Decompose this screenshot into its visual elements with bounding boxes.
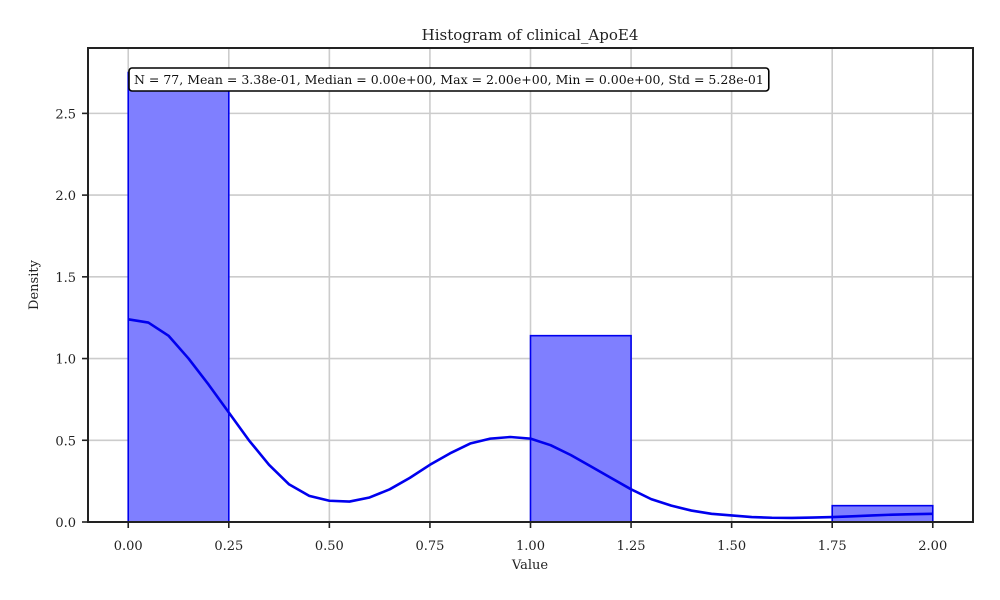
- histogram-bar-0: [127, 71, 230, 523]
- stats-text: N = 77, Mean = 3.38e-01, Median = 0.00e+…: [134, 72, 764, 87]
- x-tick-label-5: 1.25: [617, 539, 646, 554]
- y-axis-label: Density: [27, 259, 42, 310]
- x-tick-label-7: 1.75: [818, 539, 847, 554]
- y-tick-label-5: 2.5: [55, 107, 76, 122]
- y-tick-label-4: 2.0: [55, 189, 76, 204]
- axis-ticks: 0.00 0.25 0.50 0.75 1.00 1.25 1.50 1.75 2.00 0.0 0…: [55, 107, 947, 554]
- x-tick-label-1: 0.25: [214, 539, 243, 554]
- x-tick-label-3: 0.75: [415, 539, 444, 554]
- stats-annotation: N = 77, Mean = 3.38e-01, Median = 0.00e+…: [128, 67, 770, 92]
- x-axis-label: Value: [511, 558, 548, 573]
- x-tick-label-2: 0.50: [315, 539, 344, 554]
- y-tick-label-3: 1.5: [55, 271, 76, 286]
- y-tick-label-0: 0.0: [55, 516, 76, 531]
- x-tick-label-0: 0.00: [114, 539, 143, 554]
- x-tick-label-6: 1.50: [717, 539, 746, 554]
- kde-curve-layer: [128, 318, 933, 520]
- y-tick-label-2: 1.0: [55, 353, 76, 368]
- histogram-bar-1: [529, 334, 632, 523]
- histogram-bars: [127, 71, 934, 523]
- x-tick-label-8: 2.00: [918, 539, 947, 554]
- stats-box: [128, 67, 770, 92]
- chart-title: Histogram of clinical_ApoE4: [422, 26, 639, 44]
- x-tick-label-4: 1.00: [516, 539, 545, 554]
- y-tick-label-1: 0.5: [55, 434, 76, 449]
- kde-curve: [128, 318, 933, 520]
